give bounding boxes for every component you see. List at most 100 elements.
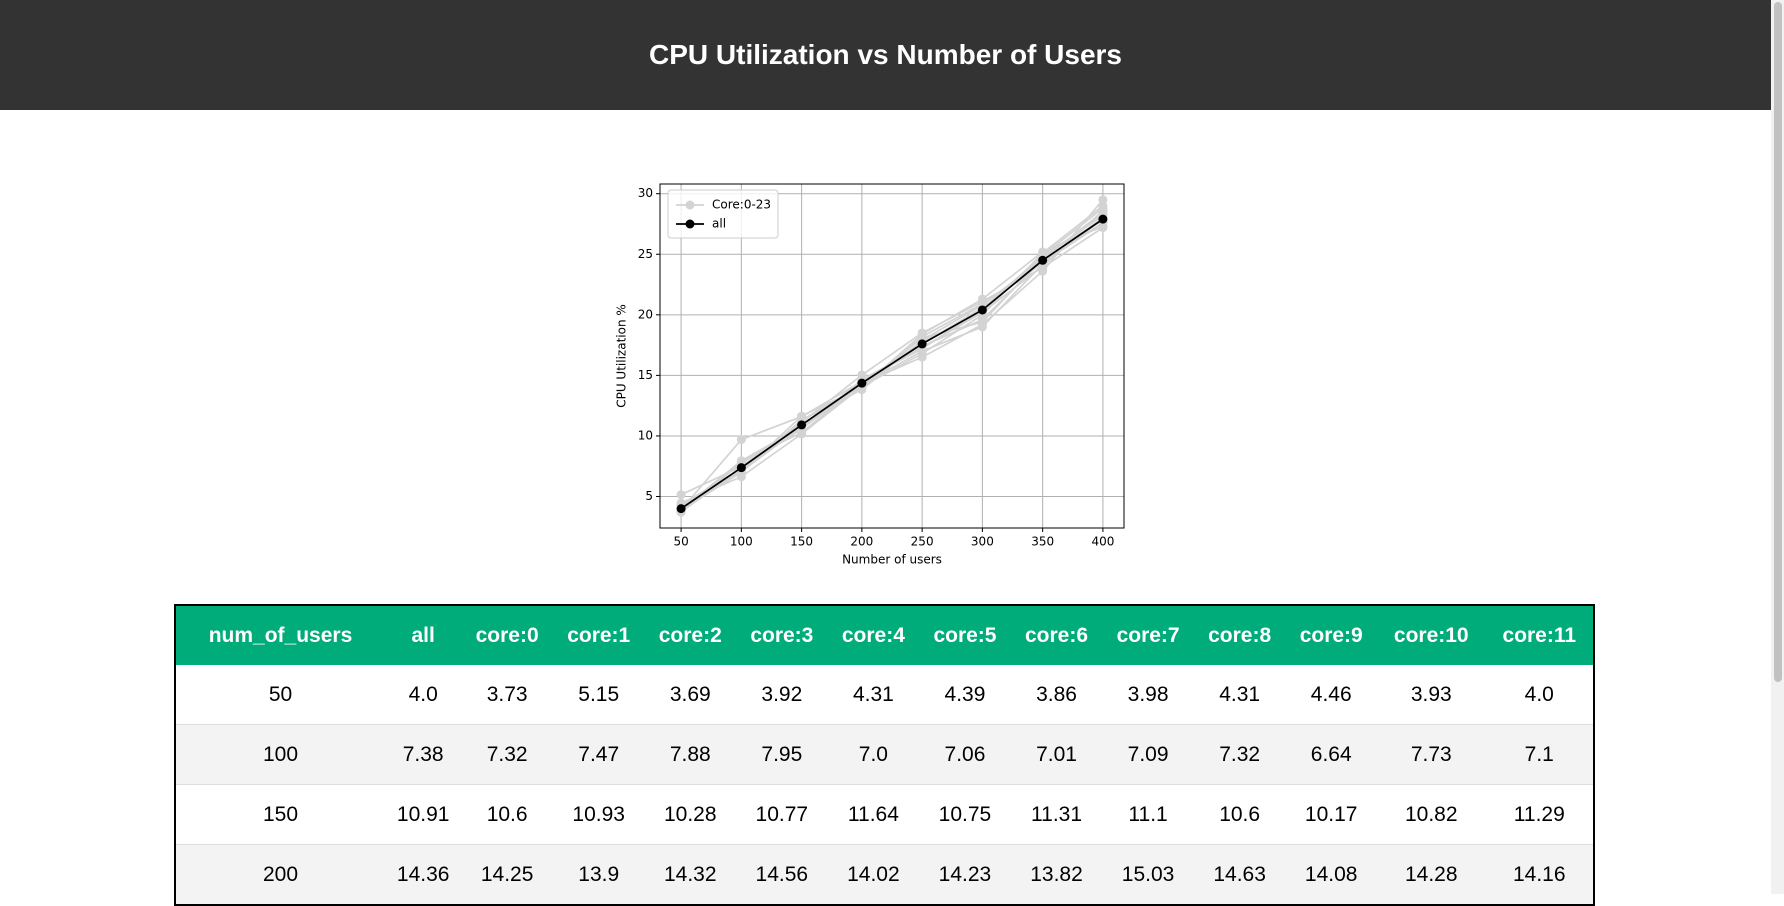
header: CPU Utilization vs Number of Users [0, 0, 1771, 110]
table-cell: 50 [175, 665, 385, 725]
data-point [676, 504, 686, 514]
table-cell: 10.6 [1193, 784, 1286, 845]
table-row: 50 4.0 3.73 5.15 3.69 3.92 4.31 4.39 3.86 3.98 4.3… [175, 665, 1594, 725]
data-point [1098, 214, 1108, 224]
plot-frame [659, 183, 1125, 529]
column-header: core:6 [1010, 605, 1103, 665]
data-table: num_of_users all core:0 core:1 core:2 core:3 c… [174, 604, 1595, 906]
table-cell: 7.95 [736, 724, 828, 785]
data-point [797, 420, 807, 430]
table-cell: 7.88 [644, 724, 737, 785]
column-header: core:3 [736, 605, 828, 665]
y-tick-label: 20 [638, 307, 653, 321]
table-cell: 14.16 [1485, 844, 1594, 906]
x-tick-label: 200 [850, 535, 873, 549]
table-cell: 14.56 [736, 844, 828, 906]
table-cell: 6.64 [1285, 724, 1377, 785]
y-tick-label: 5 [645, 489, 653, 503]
data-point [797, 412, 807, 422]
column-header: core:4 [827, 605, 920, 665]
table-cell: 7.38 [385, 724, 462, 785]
table-cell: 7.32 [1193, 724, 1286, 785]
data-point [1038, 255, 1048, 265]
table-cell: 10.28 [644, 784, 737, 845]
table-cell: 11.64 [827, 784, 920, 845]
x-tick-label: 250 [911, 535, 934, 549]
table-cell: 4.46 [1285, 665, 1377, 725]
x-tick-label: 150 [790, 535, 813, 549]
table-cell: 4.0 [1485, 665, 1594, 725]
table-cell: 4.0 [385, 665, 462, 725]
y-tick-label: 30 [638, 186, 653, 200]
data-point [977, 305, 987, 315]
column-header: core:8 [1193, 605, 1286, 665]
column-header: num_of_users [175, 605, 385, 665]
y-tick-label: 10 [638, 428, 653, 442]
x-tick-label: 400 [1091, 535, 1114, 549]
column-header: core:0 [461, 605, 553, 665]
table-cell: 3.98 [1102, 665, 1194, 725]
table-row: 100 7.38 7.32 7.47 7.88 7.95 7.0 7.06 7.01 7.09 7.… [175, 724, 1594, 785]
table-cell: 7.47 [552, 724, 645, 785]
table-cell: 7.32 [461, 724, 553, 785]
legend-marker [685, 200, 695, 210]
column-header: core:5 [919, 605, 1011, 665]
y-tick-label: 25 [638, 247, 653, 261]
table-cell: 10.91 [385, 784, 462, 845]
table-cell: 4.39 [919, 665, 1011, 725]
header-row: num_of_users all core:0 core:1 core:2 core:3 c… [175, 605, 1594, 665]
data-point [857, 378, 867, 388]
table-cell: 10.93 [552, 784, 645, 845]
table-cell: 11.1 [1102, 784, 1194, 845]
table-cell: 14.32 [644, 844, 737, 906]
x-axis-label: Number of users [842, 553, 942, 567]
table-cell: 100 [175, 724, 385, 785]
table-cell: 7.1 [1485, 724, 1594, 785]
table-cell: 10.77 [736, 784, 828, 845]
table-cell: 3.93 [1376, 665, 1486, 725]
table-cell: 14.36 [385, 844, 462, 906]
data-point [1098, 206, 1108, 216]
table-cell: 4.31 [1193, 665, 1286, 725]
column-header: core:11 [1485, 605, 1594, 665]
table-cell: 150 [175, 784, 385, 845]
chart: 50 100 150 200 250 300 350 400 5 10 15 20 25 30 Number… [615, 183, 1125, 567]
table-cell: 7.06 [919, 724, 1011, 785]
column-header: core:1 [552, 605, 645, 665]
table-cell: 14.28 [1376, 844, 1486, 906]
x-tick-label: 300 [971, 535, 994, 549]
data-point [797, 429, 807, 439]
x-tick-label: 350 [1031, 535, 1054, 549]
table-cell: 14.08 [1285, 844, 1377, 906]
column-header: core:7 [1102, 605, 1194, 665]
table-cell: 11.29 [1485, 784, 1594, 845]
table-row: 200 14.36 14.25 13.9 14.32 14.56 14.02 14.23 13.… [175, 844, 1594, 906]
legend-marker [685, 219, 695, 229]
table-cell: 14.25 [461, 844, 553, 906]
data-point [917, 339, 927, 349]
column-header: core:2 [644, 605, 737, 665]
table-cell: 7.09 [1102, 724, 1194, 785]
table-cell: 14.23 [919, 844, 1011, 906]
table-cell: 3.73 [461, 665, 553, 725]
page-title: CPU Utilization vs Number of Users [649, 39, 1122, 70]
table-body: 50 4.0 3.73 5.15 3.69 3.92 4.31 4.39 3.86 3.98 4.3… [175, 665, 1594, 906]
column-header: all [385, 605, 462, 665]
table-cell: 10.75 [919, 784, 1011, 845]
table-cell: 3.92 [736, 665, 828, 725]
data-point [736, 463, 746, 473]
table-cell: 4.31 [827, 665, 920, 725]
table-cell: 5.15 [552, 665, 645, 725]
series-line [680, 205, 1104, 504]
table-cell: 7.0 [827, 724, 920, 785]
table-cell: 13.82 [1010, 844, 1103, 906]
table-cell: 3.86 [1010, 665, 1103, 725]
column-header: core:10 [1376, 605, 1486, 665]
table-cell: 15.03 [1102, 844, 1194, 906]
legend-label: Core:0-23 [712, 198, 771, 212]
scrollbar-thumb[interactable] [1774, 2, 1782, 682]
table-cell: 3.69 [644, 665, 737, 725]
table-cell: 200 [175, 844, 385, 906]
